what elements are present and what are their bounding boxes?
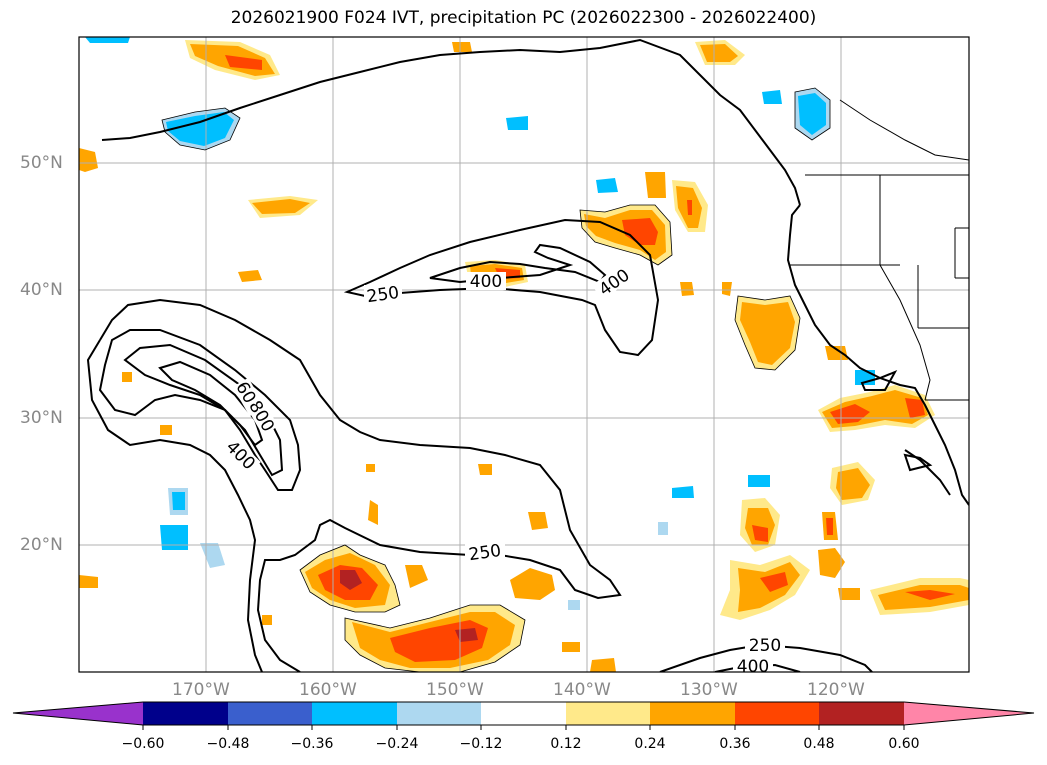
lon-label-140w: 140°W	[553, 680, 611, 700]
ivt-contours	[86, 218, 933, 672]
colorbar-tick-label: −0.24	[375, 736, 419, 752]
map-frame	[78, 36, 970, 673]
colorbar-tick-label: 0.36	[719, 736, 751, 752]
lon-label-170w: 170°W	[172, 680, 230, 700]
colorbar-segment-6	[566, 702, 650, 725]
lat-label-40n: 40°N	[20, 280, 63, 300]
contour-600	[123, 343, 284, 477]
colorbar-segment-5	[481, 702, 566, 725]
contour-label-250-south: 250	[468, 541, 503, 565]
precip-negative-patches	[85, 37, 875, 610]
graticule	[79, 37, 969, 672]
map-area	[79, 37, 969, 672]
colorbar-tick-label: 0.60	[888, 736, 920, 752]
colorbar-high-extend	[904, 702, 1034, 725]
colorbar-segment-1	[143, 702, 228, 725]
contour-label-250-se: 250	[749, 636, 781, 656]
contour-label-250-north: 250	[366, 283, 401, 307]
colorbar-tick-label: 0.48	[803, 736, 835, 752]
lat-label-50n: 50°N	[20, 153, 63, 173]
colorbar-tick-label: −0.48	[206, 736, 250, 752]
contour-400-west	[98, 329, 302, 491]
contour-800	[158, 360, 264, 447]
alaska-coast	[101, 38, 801, 206]
contour-400-north	[429, 243, 607, 284]
colorbar-segment-3	[312, 702, 397, 725]
colorbar-segment-2	[228, 702, 312, 725]
colorbar-segment-4	[397, 702, 481, 725]
lon-label-160w: 160°W	[299, 680, 357, 700]
lat-label-20n: 20°N	[20, 535, 63, 555]
lat-label-30n: 30°N	[20, 408, 63, 428]
lon-label-150w: 150°W	[426, 680, 484, 700]
precip-positive-patches	[79, 40, 969, 672]
colorbar-tick-label: 0.12	[550, 736, 582, 752]
colorbar-tick-label: −0.12	[459, 736, 503, 752]
pacific-coast	[786, 204, 969, 506]
colorbar-segment-7	[650, 702, 735, 725]
contour-label-400-se: 400	[737, 657, 769, 677]
colorbar	[12, 701, 1035, 730]
map-title: 2026021900 F024 IVT, precipitation PC (2…	[230, 8, 817, 28]
colorbar-segment-8	[735, 702, 819, 725]
contour-label-400-north-a: 400	[470, 272, 502, 292]
coastlines	[101, 38, 969, 506]
contour-250-west	[99, 298, 622, 672]
state-borders	[790, 99, 969, 401]
colorbar-tick-label: 0.24	[634, 736, 666, 752]
lon-label-120w: 120°W	[807, 680, 865, 700]
colorbar-tick-label: −0.60	[121, 736, 165, 752]
colorbar-tick-label: −0.36	[290, 736, 334, 752]
colorbar-low-extend	[13, 702, 143, 725]
colorbar-segment-9	[819, 702, 904, 725]
lon-label-130w: 130°W	[680, 680, 738, 700]
